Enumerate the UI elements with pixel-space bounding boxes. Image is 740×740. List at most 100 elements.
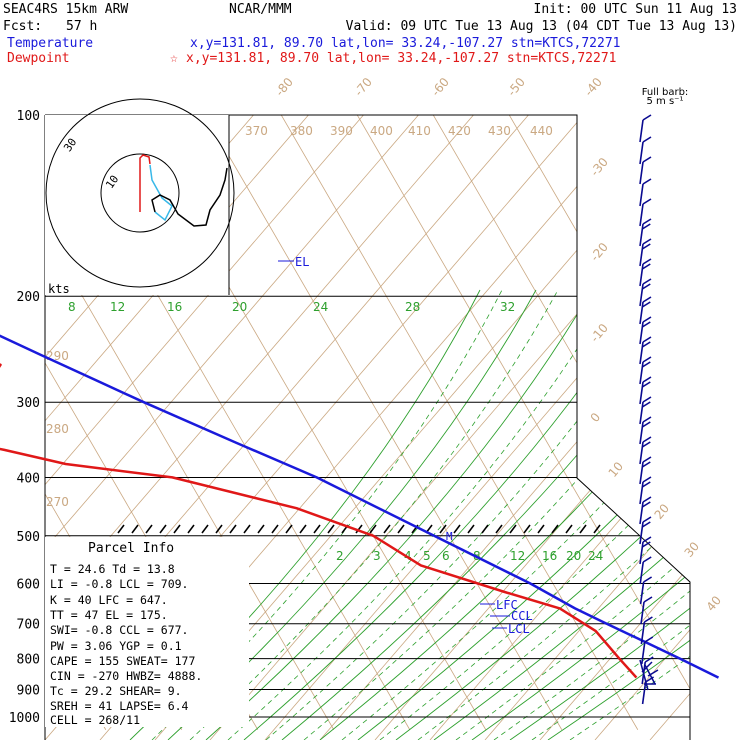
mixing-ratio-label: 6 — [442, 549, 450, 563]
mixing-ratio-line — [547, 289, 690, 740]
temperature-legend-label: Temperature — [7, 36, 93, 51]
mixing-ratio-label: 3 — [373, 549, 381, 563]
valid-time: Valid: 09 UTC Tue 13 Aug 13 (04 CDT Tue … — [346, 19, 737, 34]
dry-adiabat-line — [264, 115, 690, 740]
fcst-label: Fcst: — [3, 19, 42, 34]
hatch-mark — [397, 524, 405, 534]
wind-barb — [639, 238, 652, 267]
dry-adiabat-line — [45, 115, 441, 740]
hatch-mark — [131, 524, 139, 534]
hatch-mark — [229, 524, 237, 534]
theta-label: 410 — [408, 124, 431, 138]
dewpoint-legend-info: x,y=131.81, 89.70 lat,lon= 33.24,-107.27… — [186, 51, 616, 66]
sounding-series — [0, 334, 720, 679]
pressure-tick-labels: 100 200 300 400 500 600 700 800 900 1000 — [9, 109, 40, 726]
hatch-mark — [159, 524, 167, 534]
mixing-ratio-line — [205, 289, 593, 740]
hatch-mark — [355, 524, 363, 534]
wind-barb — [639, 556, 652, 585]
isotherm-line — [188, 115, 563, 730]
dry-adiabat-line — [594, 115, 690, 740]
wind-barb — [639, 336, 652, 365]
hatch-mark — [327, 524, 335, 534]
hatch-mark — [243, 524, 251, 534]
hodograph-trace-cyan — [149, 164, 173, 222]
hatch-mark — [285, 524, 293, 534]
pressure-tick-label: 100 — [17, 109, 40, 124]
mixing-ratio-label: 24 — [313, 300, 328, 314]
theta-label: 270 — [46, 495, 69, 509]
wind-barb — [639, 436, 652, 465]
moist-adiabat-line — [151, 289, 503, 740]
hodograph-trace-black — [151, 167, 228, 227]
parcel-row: CAPE = 155 SWEAT= 177 — [50, 654, 195, 668]
wind-barb — [639, 258, 652, 287]
dry-adiabat-line — [319, 115, 690, 740]
wind-barb — [639, 396, 652, 425]
hatch-mark — [453, 524, 461, 534]
parcel-row: SWI= -0.8 CCL = 677. — [50, 623, 188, 637]
hatch-mark — [215, 524, 223, 534]
pressure-tick-label: 700 — [17, 618, 40, 633]
isotherm-line — [45, 115, 335, 730]
isotherm-line — [264, 115, 639, 730]
center-title: NCAR/MMM — [229, 2, 292, 17]
mixing-ratio-label: 5 — [423, 549, 431, 563]
dry-adiabat-line — [45, 115, 331, 740]
wind-barb — [640, 596, 653, 625]
parcel-row: SREH = 41 LAPSE= 6.4 — [50, 699, 189, 713]
mixing-ratio-label: 16 — [167, 300, 182, 314]
wind-barb — [639, 456, 652, 485]
pressure-tick-label: 900 — [17, 683, 40, 698]
isotherm-label: 20 — [652, 501, 673, 522]
temperature-profile — [0, 334, 720, 679]
hodograph-ring-inner — [100, 153, 180, 233]
theta-label: 370 — [245, 124, 268, 138]
wind-barb — [641, 676, 655, 705]
parcel-row: PW = 3.06 YGP = 0.1 — [50, 639, 182, 653]
moist-adiabat-line — [341, 289, 690, 740]
dewpoint-legend-label: Dewpoint — [7, 51, 70, 66]
isotherm-line — [340, 115, 690, 730]
wind-barb — [639, 356, 652, 385]
temperature-legend-info: x,y=131.81, 89.70 lat,lon= 33.24,-107.27… — [190, 36, 620, 51]
hatch-mark — [257, 524, 265, 534]
pressure-tick-label: 1000 — [9, 711, 40, 726]
wind-barbs — [639, 114, 659, 705]
parcel-row: CELL = 268/11 — [50, 713, 140, 727]
hatch-mark — [439, 524, 447, 534]
hatch-mark — [187, 524, 195, 534]
wind-barb — [639, 278, 652, 307]
init-time: Init: 00 UTC Sun 11 Aug 13 — [534, 2, 738, 17]
hatch-mark — [145, 524, 153, 534]
hatch-mark — [579, 524, 587, 534]
parcel-row: LI = -0.8 LCL = 709. — [50, 577, 188, 591]
dry-adiabat-line — [45, 115, 496, 740]
theta-label: 400 — [370, 124, 393, 138]
mixing-ratio-line — [509, 289, 690, 740]
wind-barb — [640, 616, 653, 645]
model-title: SEAC4RS 15km ARW — [3, 2, 128, 17]
mixing-ratio-label: 20 — [232, 300, 247, 314]
dry-adiabat-line — [484, 115, 690, 740]
wind-barb — [639, 136, 652, 165]
hodograph-ring-label-outer: 30 — [61, 136, 79, 154]
wind-barb — [639, 376, 652, 405]
moist-adiabat-line — [417, 289, 690, 740]
parcel-row: T = 24.6 Td = 13.8 — [50, 562, 175, 576]
theta-label: 380 — [290, 124, 313, 138]
hatch-mark — [565, 524, 573, 534]
dry-adiabat-line — [45, 115, 386, 740]
pressure-tick-label: 200 — [17, 290, 40, 305]
mixing-ratio-label: 12 — [510, 549, 525, 563]
full-barb-label: Full barb: — [642, 87, 689, 98]
pressure-tick-label: 800 — [17, 653, 40, 668]
wind-barb — [639, 536, 652, 565]
hodograph-units-label: kts — [48, 282, 70, 296]
mixing-ratio-label: 32 — [500, 300, 515, 314]
hatch-mark — [201, 524, 209, 534]
moist-adiabat-line — [189, 289, 559, 740]
mixing-ratio-label: 16 — [542, 549, 557, 563]
mixing-ratio-line — [471, 289, 690, 740]
hatch-mark — [523, 524, 531, 534]
